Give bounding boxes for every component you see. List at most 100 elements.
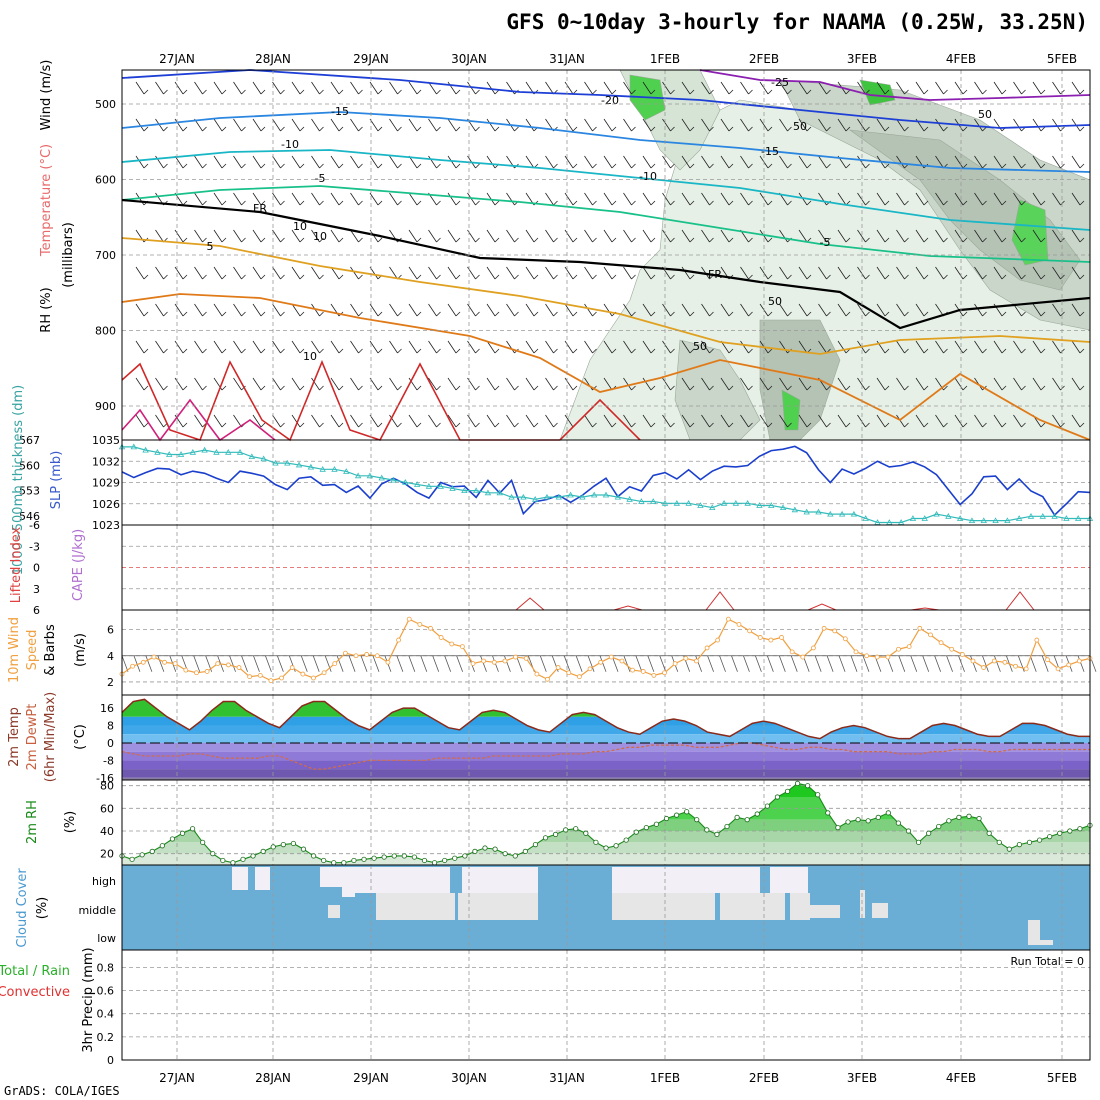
wind-barb-flag: [728, 89, 734, 95]
wind-barb: [759, 229, 769, 243]
wind-barb: [174, 266, 184, 280]
wind-barb: [233, 414, 242, 428]
wind-barb: [233, 118, 242, 132]
wind-barb-flag: [163, 385, 168, 391]
wind10-point: [332, 661, 338, 667]
wind-barb: [447, 192, 457, 206]
wind-barb: [837, 340, 847, 354]
wind10-barb: [635, 655, 643, 672]
wind-barb: [408, 229, 418, 243]
wind-barb-flag: [572, 163, 578, 169]
wind-barb: [369, 192, 379, 206]
rh2m-point: [391, 853, 397, 859]
wind-barb-flag: [416, 385, 422, 391]
wind-barb-flag: [962, 89, 968, 95]
thickness-point: [531, 495, 539, 502]
wind-barb: [584, 266, 593, 280]
contour-label: -15: [331, 105, 349, 118]
wind-barb: [662, 229, 671, 243]
wind-barb-flag: [787, 126, 792, 132]
wind-barb: [935, 81, 944, 95]
wind10-point: [151, 654, 157, 660]
wind-barb: [954, 192, 964, 206]
wind-barb: [350, 229, 359, 243]
wind-barb-flag: [533, 348, 539, 354]
wind-barb: [837, 192, 847, 206]
wind-barb: [954, 414, 964, 428]
wind-barb-flag: [884, 200, 890, 206]
wind-barb: [701, 229, 710, 243]
wind-barb-flag: [299, 311, 305, 317]
wind-barb-flag: [143, 126, 149, 132]
wind-barb-flag: [923, 422, 929, 428]
wind-barb: [701, 155, 710, 169]
wind-barb-flag: [650, 348, 656, 354]
wind-barb: [389, 377, 398, 391]
wind-barb-flag: [182, 237, 188, 243]
wind-barb-flag: [202, 163, 207, 169]
wind10-barb: [300, 655, 308, 672]
wind-barb: [681, 155, 691, 169]
wind-barb-flag: [943, 126, 948, 132]
wind-barb: [837, 118, 847, 132]
wind-barb-flag: [455, 126, 461, 132]
wind-barb: [818, 303, 827, 317]
wind-barb-flag: [280, 311, 285, 317]
wind-barb: [720, 377, 730, 391]
wind10-point: [906, 644, 912, 650]
wind-barb: [876, 414, 886, 428]
wind-barb: [330, 340, 340, 354]
wind-barb-flag: [1060, 385, 1065, 391]
wind-barb-flag: [494, 385, 500, 391]
wind-barb-flag: [143, 89, 149, 95]
wind-barb-flag: [982, 89, 987, 95]
wind-barb-flag: [1021, 200, 1026, 206]
wind-barb: [584, 414, 593, 428]
wind-barb: [330, 414, 340, 428]
wind10-barb: [253, 655, 260, 672]
wind-barb: [213, 340, 223, 354]
cloud-label: Cloud Cover: [15, 868, 30, 948]
wind-barb-flag: [221, 274, 227, 280]
wind-barb-flag: [728, 348, 734, 354]
wind-barb-flag: [572, 200, 578, 206]
wind10-point: [396, 637, 401, 643]
wind-barb: [447, 118, 457, 132]
wind-barb-flag: [1040, 163, 1046, 169]
wind-barb-flag: [143, 274, 149, 280]
contour-label: -10: [639, 170, 657, 183]
rh2m-point: [381, 854, 387, 860]
thickness-point: [484, 489, 492, 496]
wind-barb-flag: [670, 348, 675, 354]
chart-title: GFS 0~10day 3-hourly for NAAMA (0.25W, 3…: [506, 10, 1088, 34]
wind-barb-flag: [455, 311, 461, 317]
wind-barb: [252, 414, 262, 428]
rh2m-units: (%): [63, 811, 78, 834]
cloud-gap: [355, 867, 450, 893]
wind-barb-flag: [592, 163, 597, 169]
thickness-point: [472, 487, 480, 494]
wind-barb-flag: [592, 126, 597, 132]
thickness-point: [921, 515, 928, 521]
wind-barb-flag: [338, 274, 344, 280]
wind-barb: [155, 303, 164, 317]
wind-barb: [545, 266, 554, 280]
cape-tick: 3: [33, 583, 40, 596]
rh2m-point: [573, 826, 579, 832]
temp-band: [122, 699, 1090, 717]
wind-barb-flag: [436, 126, 441, 132]
wind10-barb: [1041, 655, 1049, 672]
wind-barb: [954, 266, 964, 280]
thickness-point: [614, 493, 621, 500]
wind-barb-flag: [202, 348, 207, 354]
cape-tick: 6: [33, 604, 40, 617]
wind-barb: [642, 377, 652, 391]
wind-barb-flag: [202, 200, 207, 206]
temp-band: [122, 751, 1090, 761]
wind-barb: [740, 303, 749, 317]
wind-barb-flag: [689, 200, 695, 206]
wind10-barb: [814, 655, 822, 672]
wind-barb-flag: [514, 422, 519, 428]
thickness-point: [650, 498, 657, 504]
wind10-barb: [898, 655, 906, 672]
